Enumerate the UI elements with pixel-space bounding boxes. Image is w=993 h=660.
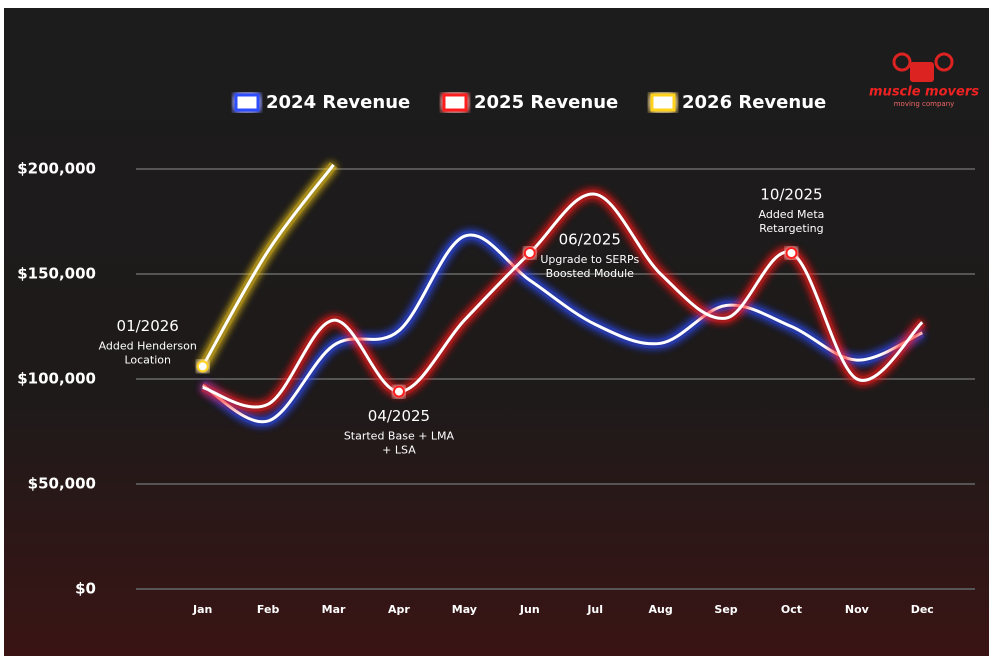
annotation-dot bbox=[523, 247, 536, 259]
annotation-text: Started Base + LMA bbox=[344, 430, 455, 443]
annotation-title: 10/2025 bbox=[760, 186, 822, 204]
annotation-text: Retargeting bbox=[759, 222, 823, 235]
x-tick-label: Jul bbox=[586, 603, 603, 616]
y-tick-label: $50,000 bbox=[28, 475, 96, 493]
legend-label: 2024 Revenue bbox=[266, 92, 410, 113]
annotation-title: 06/2025 bbox=[559, 231, 621, 249]
annotation-text: Location bbox=[124, 353, 171, 366]
annotation-text: Boosted Module bbox=[546, 267, 635, 280]
legend-item: 2024 Revenue bbox=[234, 92, 410, 113]
annotation-title: 01/2026 bbox=[117, 317, 179, 335]
annotation-text: Upgrade to SERPs bbox=[540, 253, 639, 266]
legend-item: 2025 Revenue bbox=[442, 92, 618, 113]
background bbox=[4, 8, 989, 656]
x-tick-label: Jan bbox=[192, 603, 212, 616]
legend-swatch bbox=[442, 93, 468, 112]
x-tick-label: Aug bbox=[649, 603, 673, 616]
x-tick-label: Mar bbox=[322, 603, 346, 616]
annotation-text: Added Meta bbox=[759, 208, 825, 221]
x-tick-label: Feb bbox=[257, 603, 280, 616]
legend-label: 2026 Revenue bbox=[682, 92, 826, 113]
annotation-dot bbox=[196, 360, 209, 373]
series-line bbox=[201, 163, 335, 368]
annotation-title: 04/2025 bbox=[368, 407, 430, 425]
logo-tagline: moving company bbox=[894, 100, 955, 108]
annotation-dot bbox=[785, 247, 798, 259]
annotation-text: Added Henderson bbox=[99, 339, 197, 352]
x-tick-label: Sep bbox=[714, 603, 737, 616]
legend-swatch bbox=[234, 93, 260, 112]
x-tick-label: Apr bbox=[388, 603, 410, 616]
series-line bbox=[202, 192, 924, 409]
x-tick-label: Nov bbox=[845, 603, 870, 616]
logo: muscle movers moving company bbox=[869, 52, 979, 108]
series-line bbox=[201, 233, 923, 424]
y-tick-label: $0 bbox=[75, 580, 96, 598]
legend-item: 2026 Revenue bbox=[650, 92, 826, 113]
legend-swatch bbox=[650, 93, 676, 112]
x-tick-label: Jun bbox=[519, 603, 540, 616]
y-tick-label: $100,000 bbox=[17, 370, 96, 388]
legend-label: 2025 Revenue bbox=[474, 92, 618, 113]
x-tick-label: Dec bbox=[911, 603, 934, 616]
annotation-dot bbox=[392, 385, 405, 398]
y-tick-label: $150,000 bbox=[17, 265, 96, 283]
logo-name: muscle movers bbox=[869, 85, 979, 100]
y-tick-label: $200,000 bbox=[17, 160, 96, 178]
x-tick-label: May bbox=[452, 603, 477, 616]
annotation-text: + LSA bbox=[382, 444, 416, 457]
x-tick-label: Oct bbox=[781, 603, 802, 616]
